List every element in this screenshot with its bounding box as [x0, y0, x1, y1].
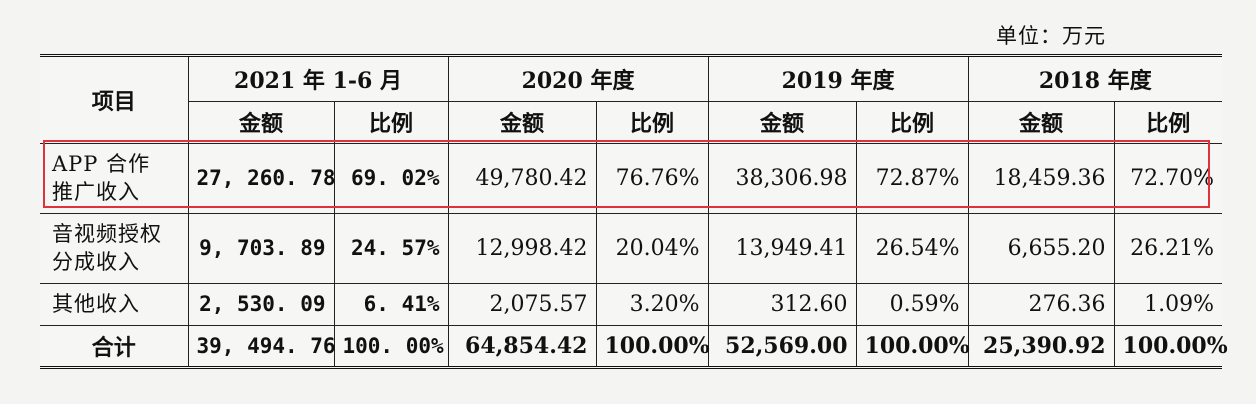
- table-row: APP 合作 推广收入 27, 260. 78 69. 02% 49,780.4…: [40, 142, 1223, 214]
- header-row-columns: 金额 比例 金额 比例 金额 比例 金额 比例: [40, 100, 1223, 144]
- cell-ratio: 20.04%: [595, 212, 709, 284]
- cell-amount: 2,075.57: [447, 282, 597, 326]
- row-label: 其他收入: [40, 282, 189, 326]
- table-row: 其他收入 2, 530. 09 6. 41% 2,075.57 3.20% 31…: [40, 282, 1223, 326]
- header-period-2021h1: 2021 年 1-6 月: [187, 57, 449, 102]
- cell-amount: 38,306.98: [707, 142, 857, 214]
- cell-amount: 6,655.20: [967, 212, 1115, 284]
- cell-ratio: 26.21%: [1113, 212, 1223, 284]
- cell-ratio: 1.09%: [1113, 282, 1223, 326]
- total-ratio: 100.00%: [595, 324, 710, 366]
- total-row: 合计 39, 494. 76 100. 00% 64,854.42 100.00…: [40, 324, 1228, 366]
- total-amount: 39, 494. 76: [187, 324, 336, 366]
- revenue-table: 项目 2021 年 1-6 月 2020 年度 2019 年度 2018 年度 …: [40, 57, 1228, 366]
- cell-ratio: 69. 02%: [333, 142, 449, 214]
- total-amount: 64,854.42: [447, 324, 597, 366]
- row-label: 音视频授权 分成收入: [40, 212, 189, 284]
- header-item: 项目: [40, 57, 189, 144]
- header-ratio: 比例: [595, 100, 709, 144]
- header-ratio: 比例: [333, 100, 449, 144]
- total-label: 合计: [40, 324, 189, 366]
- row-label-line: 其他收入: [52, 292, 140, 316]
- header-row-periods: 项目 2021 年 1-6 月 2020 年度 2019 年度 2018 年度: [40, 57, 1223, 144]
- cell-amount: 2, 530. 09: [187, 282, 335, 326]
- total-ratio: 100.00%: [855, 324, 970, 366]
- header-period-2019: 2019 年度: [707, 57, 969, 102]
- row-label-line: 推广收入: [52, 180, 140, 204]
- total-ratio: 100. 00%: [333, 324, 449, 366]
- cell-ratio: 3.20%: [595, 282, 709, 326]
- cell-amount: 312.60: [707, 282, 857, 326]
- cell-ratio: 6. 41%: [333, 282, 449, 326]
- total-ratio: 100.00%: [1113, 324, 1228, 366]
- header-amount: 金额: [447, 100, 597, 144]
- cell-ratio: 26.54%: [855, 212, 969, 284]
- header-amount: 金额: [967, 100, 1115, 144]
- header-ratio: 比例: [1113, 100, 1223, 144]
- cell-amount: 12,998.42: [447, 212, 597, 284]
- header-period-2020: 2020 年度: [447, 57, 709, 102]
- cell-amount: 276.36: [967, 282, 1115, 326]
- row-label-line: APP 合作: [52, 152, 151, 176]
- header-amount: 金额: [707, 100, 857, 144]
- row-label: APP 合作 推广收入: [40, 142, 189, 214]
- row-label-line: 分成收入: [52, 250, 140, 274]
- header-ratio: 比例: [855, 100, 969, 144]
- table-row: 音视频授权 分成收入 9, 703. 89 24. 57% 12,998.42 …: [40, 212, 1223, 284]
- cell-ratio: 76.76%: [595, 142, 709, 214]
- unit-label: 单位：万元: [996, 24, 1106, 48]
- header-period-2018: 2018 年度: [967, 57, 1223, 102]
- cell-ratio: 72.87%: [855, 142, 969, 214]
- total-amount: 52,569.00: [707, 324, 857, 366]
- cell-amount: 13,949.41: [707, 212, 857, 284]
- cell-amount: 27, 260. 78: [187, 142, 336, 214]
- cell-ratio: 0.59%: [855, 282, 969, 326]
- cell-amount: 9, 703. 89: [187, 212, 335, 284]
- revenue-table-wrapper: 项目 2021 年 1-6 月 2020 年度 2019 年度 2018 年度 …: [40, 54, 1228, 369]
- cell-ratio: 72.70%: [1113, 142, 1223, 214]
- cell-amount: 18,459.36: [967, 142, 1115, 214]
- cell-amount: 49,780.42: [447, 142, 597, 214]
- row-label-line: 音视频授权: [52, 222, 162, 246]
- total-amount: 25,390.92: [967, 324, 1115, 366]
- header-amount: 金额: [188, 100, 335, 144]
- cell-ratio: 24. 57%: [333, 212, 449, 284]
